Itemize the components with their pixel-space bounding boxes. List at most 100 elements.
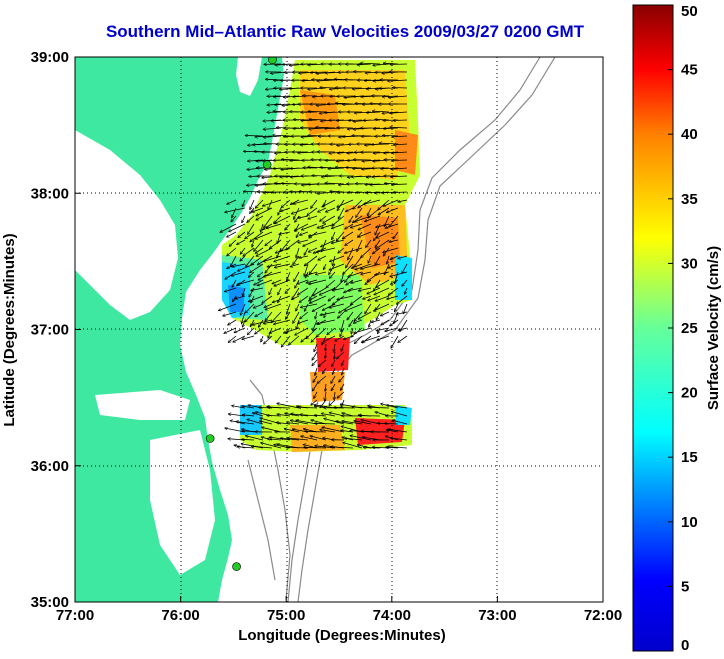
velocity-arrow	[242, 199, 246, 207]
velocity-arrow	[374, 287, 390, 295]
velocity-arrow	[316, 319, 336, 324]
velocity-arrow	[329, 152, 345, 153]
lon-tick-label: 77:00	[56, 607, 94, 624]
velocity-arrow	[392, 88, 408, 89]
velocity-arrow	[350, 295, 363, 305]
velocity-arrow	[351, 327, 353, 334]
velocity-arrow	[277, 287, 282, 295]
velocity-arrow	[261, 427, 282, 433]
velocity-arrow	[344, 438, 363, 441]
velocity-arrow	[338, 303, 354, 314]
velocity-arrow	[311, 351, 318, 360]
velocity-arrow	[272, 135, 291, 136]
velocity-arrow	[357, 239, 363, 252]
velocity-arrow	[271, 311, 282, 323]
velocity-arrow	[284, 429, 300, 433]
velocity-arrow	[353, 319, 363, 323]
velocity-arrow	[303, 303, 309, 312]
velocity-arrow	[273, 96, 291, 97]
velocity-arrow	[277, 403, 300, 409]
velocity-arrow	[312, 176, 327, 177]
velocity-arrow	[302, 239, 318, 246]
lat-tick-label: 37:00	[31, 322, 69, 339]
velocity-arrow	[245, 255, 255, 267]
velocity-arrow	[362, 160, 381, 161]
velocity-arrow	[253, 303, 264, 308]
velocity-arrow	[371, 319, 381, 322]
velocity-arrow	[241, 311, 246, 324]
velocity-arrow	[374, 271, 390, 275]
velocity-arrow	[342, 421, 363, 425]
velocity-arrow	[280, 207, 291, 212]
velocity-arrow	[238, 231, 246, 238]
velocity-arrow	[360, 263, 381, 269]
velocity-arrow	[322, 199, 336, 208]
velocity-arrow	[341, 413, 354, 417]
velocity-arrow	[344, 223, 354, 230]
colorbar-tick-label: 30	[681, 255, 698, 272]
velocity-arrow	[331, 359, 336, 367]
velocity-arrow	[252, 319, 273, 325]
velocity-arrow	[358, 287, 372, 291]
velocity-arrow	[301, 223, 318, 230]
velocity-arrow	[398, 335, 408, 343]
velocity-arrow	[323, 335, 336, 343]
velocity-arrow	[312, 303, 327, 312]
velocity-arrow	[277, 295, 282, 303]
velocity-arrow	[398, 199, 408, 202]
velocity-arrow	[356, 192, 372, 193]
velocity-arrow	[243, 287, 246, 296]
velocity-arrow	[240, 303, 246, 315]
velocity-arrow	[325, 160, 345, 161]
velocity-arrow	[309, 263, 318, 274]
velocity-arrow	[288, 335, 300, 345]
velocity-arrow	[262, 295, 273, 303]
velocity-arrow	[259, 421, 273, 425]
velocity-arrow	[254, 239, 264, 252]
velocity-arrow	[308, 247, 318, 252]
velocity-arrow	[369, 407, 390, 408]
velocity-arrow	[393, 231, 399, 239]
velocity-arrow	[269, 437, 291, 441]
velocity-arrow	[392, 420, 408, 425]
velocity-arrow	[245, 231, 255, 239]
velocity-arrow	[390, 271, 408, 277]
colorbar-tick-label: 5	[681, 578, 689, 595]
velocity-arrow	[327, 327, 336, 335]
velocity-arrow	[366, 207, 372, 216]
velocity-arrow	[312, 359, 318, 366]
velocity-arrow	[252, 413, 264, 417]
velocity-arrow	[336, 231, 345, 241]
velocity-arrow	[224, 327, 237, 334]
velocity-arrow	[308, 111, 327, 112]
velocity-arrow	[324, 311, 326, 318]
velocity-arrow	[375, 239, 390, 249]
velocity-arrow	[333, 279, 345, 290]
velocity-arrow	[246, 184, 264, 185]
velocity-arrow	[235, 295, 246, 299]
velocity-arrow	[319, 430, 336, 433]
colorbar	[632, 4, 674, 652]
colorbar-tick-label: 35	[681, 191, 698, 208]
velocity-arrow	[231, 215, 237, 222]
velocity-arrow	[316, 327, 327, 337]
velocity-arrow	[325, 207, 336, 212]
velocity-arrow	[396, 295, 408, 304]
velocity-arrow	[227, 319, 237, 326]
velocity-arrow	[286, 271, 291, 281]
velocity-arrow	[375, 311, 381, 320]
velocity-arrow	[282, 64, 300, 65]
velocity-arrow	[375, 223, 390, 227]
velocity-arrow	[390, 279, 399, 285]
velocity-arrow	[389, 319, 399, 326]
velocity-arrow	[304, 255, 318, 266]
velocity-arrow	[306, 327, 318, 339]
velocity-arrow	[344, 255, 354, 268]
velocity-arrow	[315, 311, 317, 319]
velocity-arrow	[390, 64, 408, 65]
station-marker	[205, 434, 215, 443]
velocity-arrow	[337, 295, 354, 300]
velocity-arrow	[307, 88, 327, 89]
velocity-arrow	[298, 239, 309, 243]
velocity-arrow	[363, 199, 381, 205]
